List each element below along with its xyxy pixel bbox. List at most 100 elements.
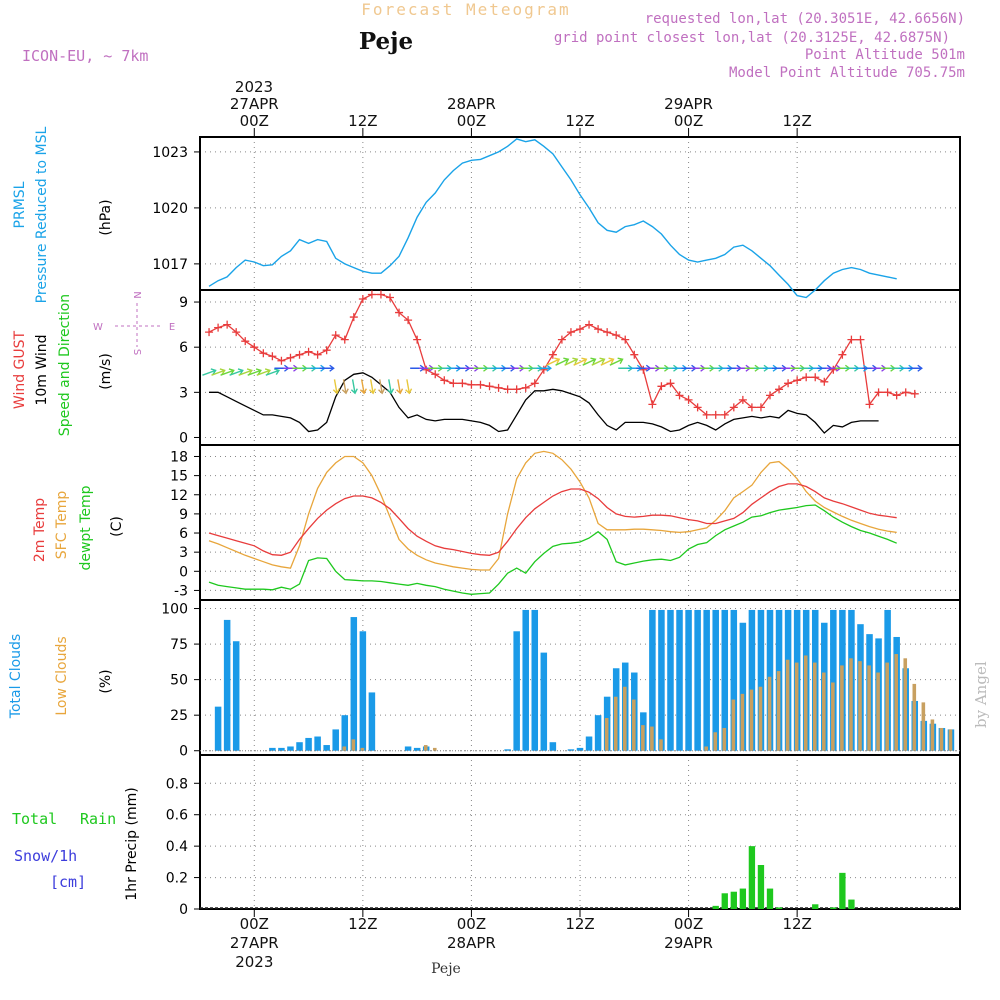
gust-marker <box>594 325 603 334</box>
wind-arrow-shape <box>573 357 588 366</box>
location-title: Peje <box>359 28 413 55</box>
low-cloud-bar <box>650 726 654 751</box>
low-cloud-bar <box>613 696 618 751</box>
gust-marker <box>702 410 711 419</box>
wind-arrow <box>600 357 615 366</box>
total-cloud-bar <box>296 742 303 751</box>
pressure-label-1: PRMSL <box>12 181 28 228</box>
ytick-label: 75 <box>170 637 188 653</box>
top-year: 2023 <box>235 78 273 96</box>
low-cloud-bar <box>767 676 772 751</box>
total-cloud-bar <box>278 747 285 751</box>
total-cloud-bar <box>585 736 593 751</box>
dewpt-line <box>208 504 897 595</box>
requested-coords: requested lon,lat (20.3051E, 42.6656N) <box>645 11 965 27</box>
total-label: Total <box>12 810 57 828</box>
ylabel: (m/s) <box>98 353 114 390</box>
wind-10m-label: 10m Wind <box>34 334 50 405</box>
wind-arrow-shape <box>378 379 386 395</box>
ytick-label: 50 <box>170 673 188 689</box>
model-label: ICON-EU, ~ 7km <box>22 47 148 65</box>
total-cloud-bar <box>223 619 231 751</box>
wind-arrow <box>332 379 340 395</box>
xtick-bottom-label: 12Z <box>565 915 594 933</box>
wind-arrow <box>378 379 386 395</box>
wind-arrow-shape <box>555 357 570 366</box>
gust-marker <box>566 328 575 337</box>
wind-arrow-shape <box>907 364 923 372</box>
low-cloud-bar <box>840 665 844 751</box>
xtick-top-label: 00Z <box>674 112 703 130</box>
sfc-label: SFC Temp <box>54 491 70 560</box>
ytick-label: 9 <box>179 295 188 311</box>
ytick-label: 15 <box>170 469 188 485</box>
wind-arrow <box>405 379 413 395</box>
gust-marker <box>747 403 756 412</box>
rain-bar <box>766 888 774 909</box>
low-cloud-bar <box>423 745 428 751</box>
gust-marker <box>440 376 449 385</box>
xtick-bottom-label: 29APR <box>664 934 713 952</box>
low-cloud-bar <box>704 746 708 751</box>
xtick-top-label: 29APR <box>664 95 713 113</box>
gust-marker <box>376 290 385 299</box>
gust-marker <box>232 328 241 337</box>
gust-marker <box>847 335 856 344</box>
total-cloud-bar <box>214 706 222 751</box>
ytick-label: -3 <box>174 583 188 599</box>
gust-marker <box>268 352 277 361</box>
wind-arrow-shape <box>256 368 272 376</box>
low-cloud-bar <box>849 658 853 751</box>
rain-bar <box>757 865 765 909</box>
low-cloud-bar <box>713 732 718 751</box>
wind-arrow-shape <box>582 357 597 366</box>
gust-marker <box>313 350 322 359</box>
temp2m-line <box>208 483 897 556</box>
low-cloud-bar <box>731 699 736 751</box>
ytick-label: 0.2 <box>166 871 188 887</box>
low-cloud-bar <box>351 739 356 751</box>
rain-label: Rain <box>80 810 116 828</box>
panel-pressure: 1017 1020 1023 (hPa) <box>98 136 961 291</box>
ylabel: 1hr Precip (mm) <box>124 787 140 900</box>
gust-marker <box>331 331 340 340</box>
total-cloud-bar <box>314 736 321 751</box>
wind-arrow <box>359 379 367 395</box>
snow-label: Snow/1h <box>14 847 77 865</box>
wind-arrow <box>546 357 561 366</box>
xtick-top-label: 28APR <box>447 95 496 113</box>
low-cloud-bar <box>342 746 347 751</box>
ytick-label: 0.4 <box>166 839 188 855</box>
compass-w: W <box>93 322 103 333</box>
pressure-label-2: Pressure Reduced to MSL <box>34 126 50 303</box>
wind-arrow <box>555 357 570 366</box>
wind-arrow <box>319 364 335 372</box>
gust-marker <box>829 365 838 374</box>
wind-arrow-shape <box>359 379 367 395</box>
low-cloud-bar <box>785 659 790 751</box>
ytick-label: 0 <box>179 902 188 918</box>
gust-marker <box>865 400 874 409</box>
wind-arrow-shape <box>332 379 340 395</box>
wind-arrow <box>265 368 281 376</box>
wind-arrow <box>564 357 579 366</box>
wind-arrow-shape <box>247 368 262 376</box>
wind-arrow-shape <box>536 364 552 372</box>
low-cloud-bar <box>867 665 871 751</box>
gust-marker <box>340 335 349 344</box>
low-cloud-bar <box>360 747 365 751</box>
gust-marker <box>693 403 702 412</box>
gust-marker <box>585 320 594 329</box>
panel-temperature: -3 0 3 6 9 12 15 18 (C) <box>109 444 961 601</box>
total-cloud-bar <box>594 715 602 751</box>
rain-bar <box>748 846 756 909</box>
total-cloud-bar <box>413 747 421 751</box>
gust-marker <box>259 349 268 358</box>
xtick-top-label: 12Z <box>565 112 594 130</box>
gust-marker <box>603 328 612 337</box>
gust-marker <box>874 388 883 397</box>
gust-marker <box>494 383 503 392</box>
low-cloud-bar <box>885 662 889 751</box>
total-cloud-bar <box>531 609 539 751</box>
